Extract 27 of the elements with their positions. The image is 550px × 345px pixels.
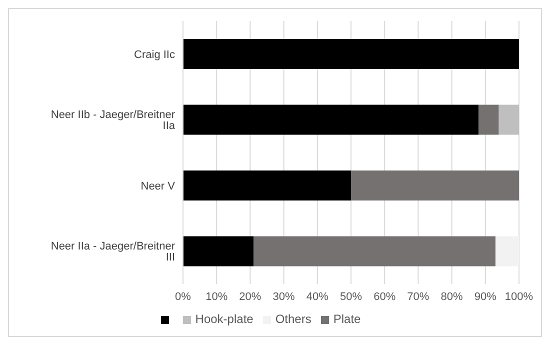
bar: [183, 170, 351, 200]
y-tick-label: Neer IIa - Jaeger/Breitner III: [50, 240, 176, 264]
bar: [183, 104, 479, 135]
legend-label: Plate: [333, 312, 361, 326]
x-tick-label: 80%: [440, 290, 464, 303]
x-tick-label: 60%: [374, 290, 396, 303]
y-tick-label: Neer V: [140, 180, 176, 192]
bar: [183, 236, 254, 266]
x-tick-label: 30%: [272, 290, 296, 303]
y-tick-label: Neer IIb - Jaeger/Breitner IIa: [50, 109, 176, 132]
bar: [254, 236, 496, 266]
x-tick-label: 40%: [306, 290, 329, 303]
bar: [498, 104, 519, 135]
bar: [183, 39, 519, 69]
bar: [478, 104, 499, 135]
legend-label: Others: [275, 312, 312, 326]
x-tick-label: 100%: [504, 290, 534, 303]
x-tick-label: 0%: [175, 290, 192, 303]
bar: [351, 170, 519, 200]
y-tick-label: Craig IIc: [134, 48, 176, 61]
x-tick-label: 20%: [239, 290, 262, 303]
legend-label: Hook-plate: [195, 312, 254, 326]
x-tick-label: 90%: [474, 290, 497, 303]
x-tick-label: 10%: [206, 290, 228, 303]
bar: [495, 236, 519, 266]
x-tick-label: 70%: [407, 290, 430, 303]
x-tick-label: 50%: [340, 290, 362, 303]
